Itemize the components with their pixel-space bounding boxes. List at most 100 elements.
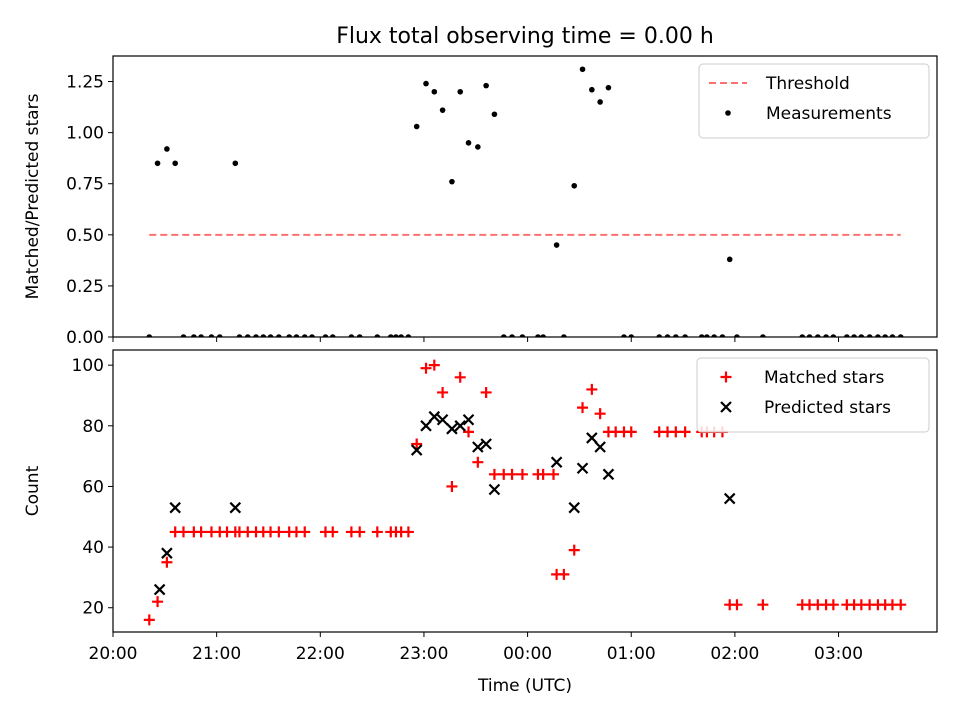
matched-star-point [577,402,589,414]
bottom-ytick-label: 60 [82,477,104,497]
measurement-point [309,334,315,337]
matched-star-point [411,438,423,450]
measurement-point [267,334,274,337]
measurement-point [449,178,455,185]
measurement-point [398,334,404,337]
measurement-point [540,334,546,337]
matched-star-point [731,599,743,611]
measurement-point [519,334,526,337]
measurement-point [253,334,259,337]
measurement-point [628,334,635,337]
measurement-point [806,334,813,337]
measurement-point [216,334,223,337]
measurement-point [851,334,857,337]
chart-title: Flux total observing time = 0.00 h [336,24,714,49]
measurement-point [180,334,187,337]
bottom-ytick-label: 20 [82,599,104,619]
measurement-point [431,88,438,95]
legend-label: Predicted stars [764,398,891,418]
measurement-point [882,334,888,337]
measurement-point [535,334,541,337]
xtick-label: 03:00 [814,644,863,664]
matched-star-point [895,599,907,611]
matched-star-point [371,526,383,538]
measurement-point [682,334,688,337]
legend-label: Matched stars [764,368,884,388]
predicted-star-point [586,432,598,444]
measurement-point [711,334,717,337]
measurement-point [483,82,489,89]
measurement-point [405,334,412,337]
matched-star-point [548,468,560,480]
predicted-star-point [229,501,242,514]
predicted-star-point [472,441,484,453]
measurement-point [322,334,329,337]
measurement-point [656,334,663,337]
measurement-point [673,334,679,337]
measurement-point [286,334,293,337]
matched-star-point [463,426,475,438]
measurement-point [734,334,740,337]
matched-star-point [195,526,207,538]
top-ytick-label: 1.00 [66,124,104,144]
matched-star-point [625,426,637,438]
measurement-point [457,88,464,95]
measurement-point [561,334,567,337]
measurement-point [356,334,363,337]
top-ytick-label: 1.25 [66,73,104,93]
predicted-star-point [576,462,589,475]
bottom-ylabel: Count [23,465,43,516]
measurement-point [236,334,243,337]
top-legend: Threshold Measurements [698,63,930,139]
measurement-point [491,111,498,118]
matched-star-point [402,526,414,538]
top-ytick-label: 0.00 [66,328,104,348]
measurement-point [571,182,578,189]
predicted-star-point [568,501,581,514]
measurement-point [500,334,507,337]
matched-star-point [670,426,682,438]
predicted-star-point [550,456,563,468]
legend-label: Threshold [765,74,850,94]
predicted-star-point [723,492,736,505]
bottom-ytick-label: 40 [82,538,104,558]
matched-star-point [446,480,458,492]
predicted-star-point [446,423,458,435]
xtick-label: 02:00 [710,644,759,664]
matched-star-point [273,526,285,538]
top-ytick-label: 0.25 [66,277,104,297]
predicted-star-point [462,413,475,426]
top-data [146,66,904,337]
bottom-ytick-label: 80 [82,417,104,437]
bottom-panel-counts: 20 40 60 80 100 20:00 21:00 22:00 23:00 00:00 01:0… [23,349,938,696]
matched-star-point [299,526,311,538]
bottom-data [143,359,907,626]
legend-marker [725,110,731,116]
measurement-point [232,160,239,167]
measurement-point [726,256,733,263]
measurement-point [509,334,515,337]
measurement-point [387,334,394,337]
legend-marker [720,371,732,383]
top-panel-ratio: 0.00 0.25 0.50 0.75 1.00 1.25 Matched/Predicte… [23,55,938,348]
matched-star-point [827,599,839,611]
measurement-point [208,334,215,337]
measurement-point [475,144,481,150]
predicted-star-point [428,410,441,423]
measurement-point [172,160,178,167]
measurement-point [329,334,336,337]
predicted-star-point [169,501,181,514]
top-ytick-label: 0.75 [66,175,104,195]
measurement-point [621,334,627,337]
matched-star-point [537,468,549,480]
legend-box [696,357,930,433]
measurement-point [815,334,821,337]
measurement-point [413,123,420,130]
predicted-star-point [480,438,492,450]
xtick-label: 00:00 [503,644,552,664]
matched-star-point [454,371,466,383]
measurement-point [597,99,603,105]
measurement-point [844,334,850,337]
predicted-star-point [488,483,501,496]
